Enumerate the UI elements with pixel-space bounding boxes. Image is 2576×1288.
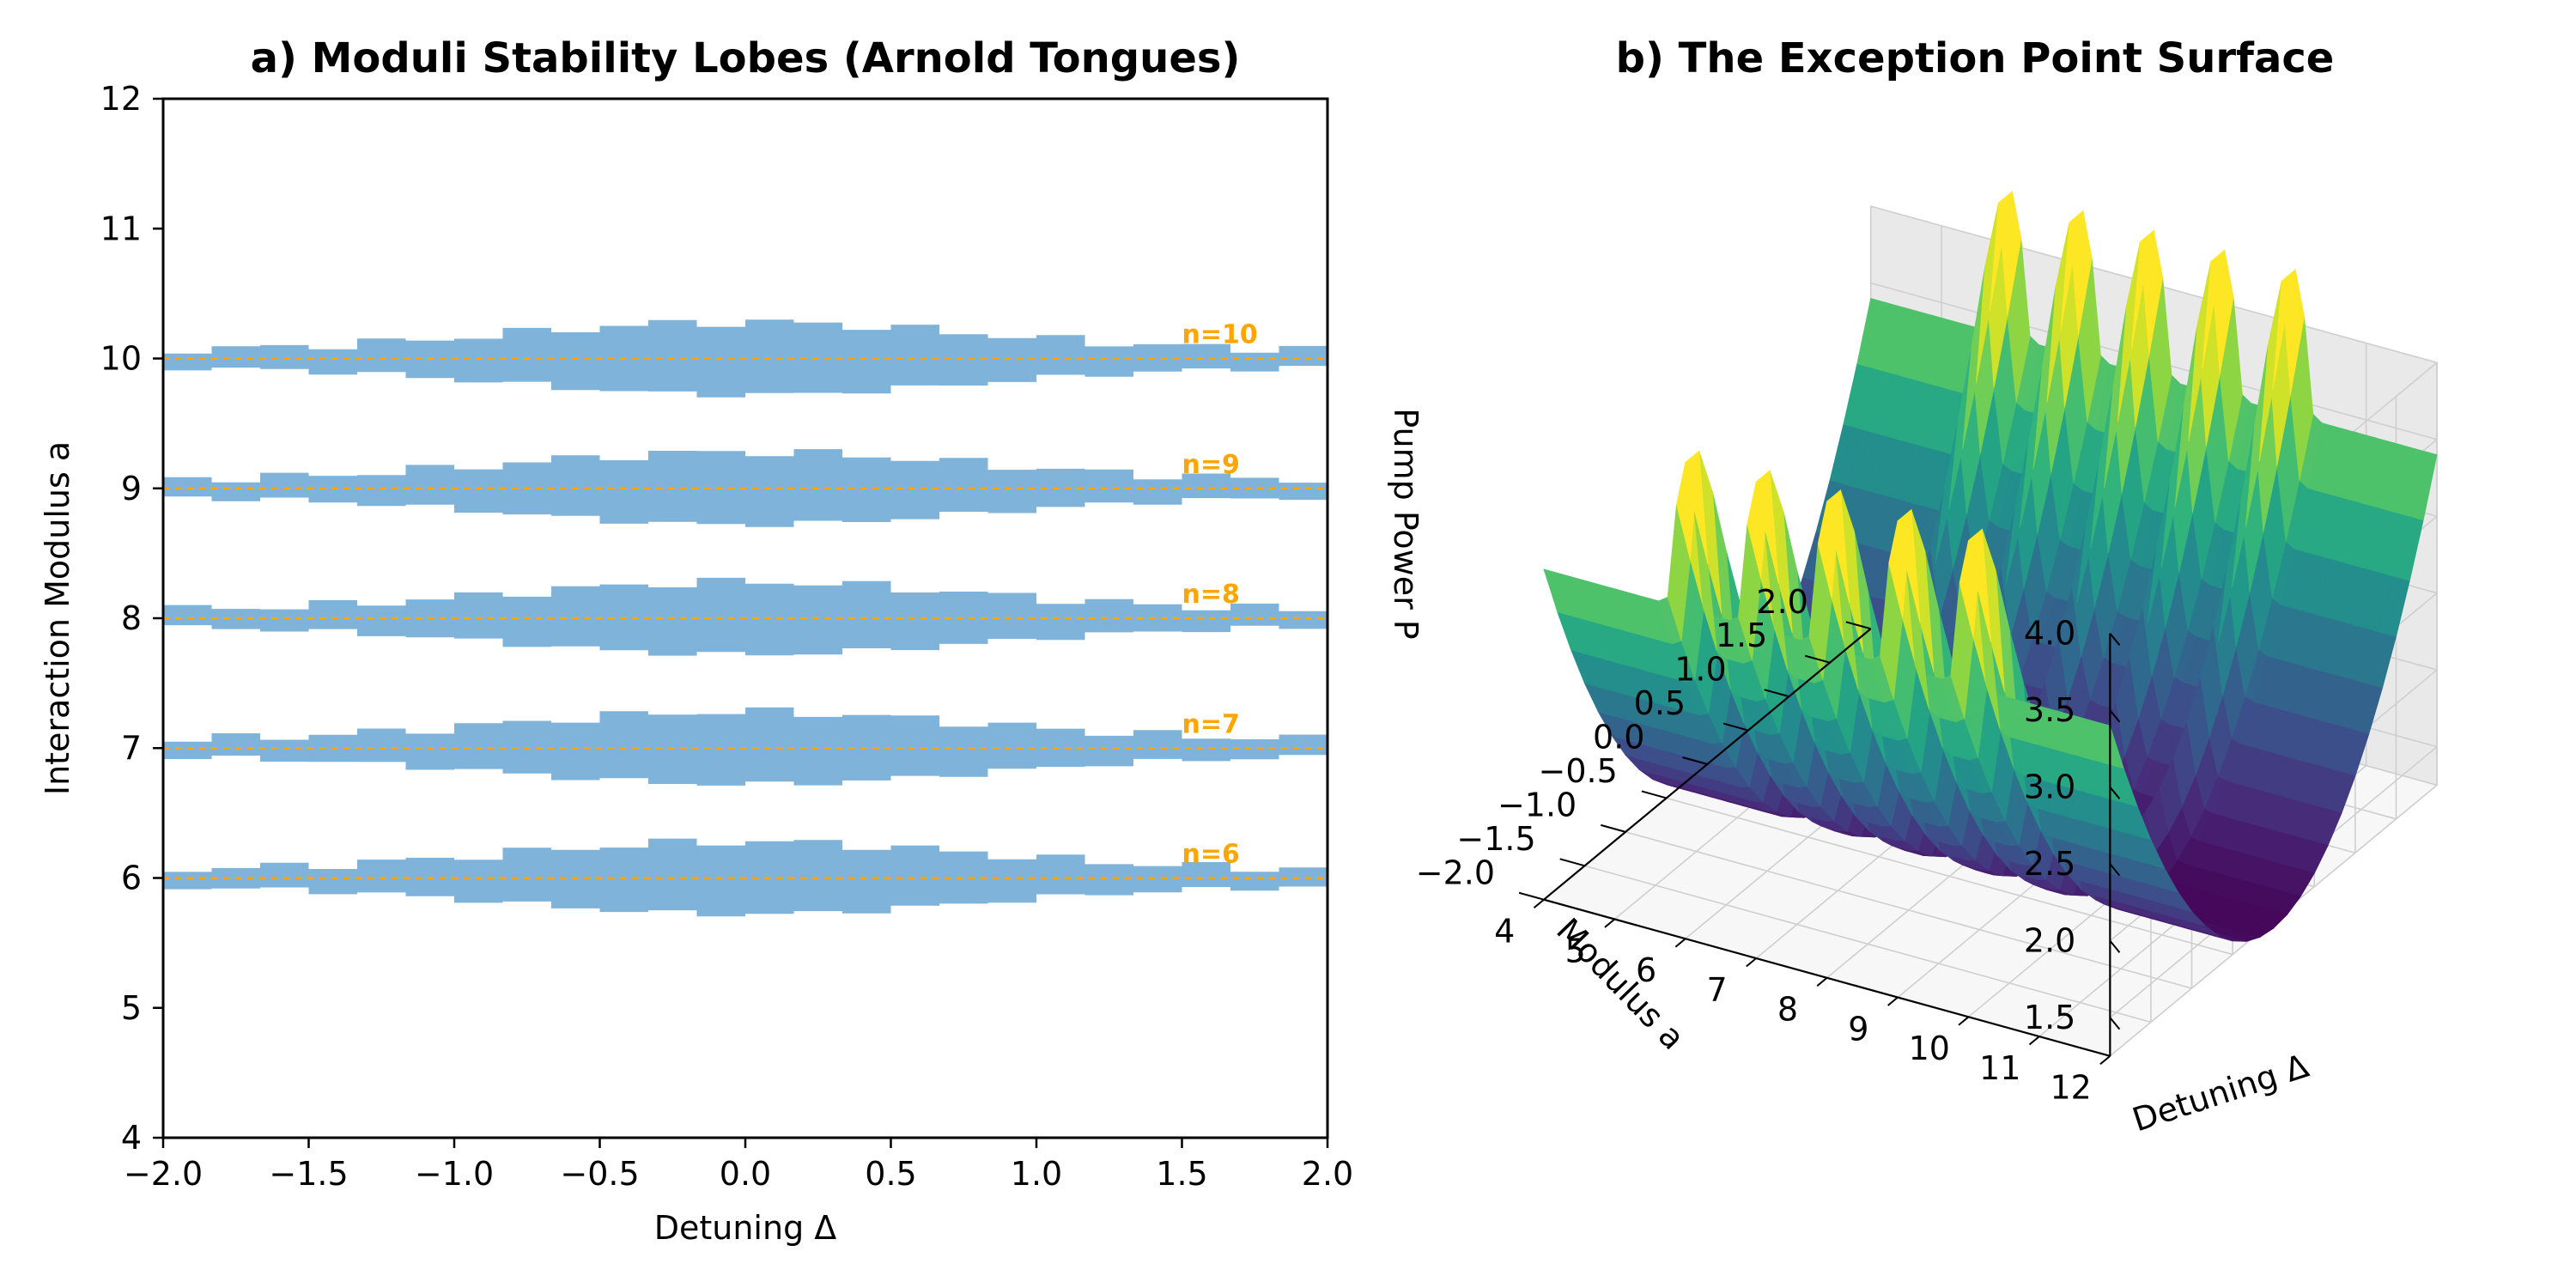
y-tick-label: 8: [121, 599, 142, 637]
surface-patch: [2069, 210, 2093, 336]
surface-patch: [2210, 249, 2234, 375]
y-tick-label: 6: [121, 860, 142, 897]
surface-patch: [1685, 450, 1709, 565]
panel-b-ticks: −2.0−1.5−1.0−0.50.00.51.01.52.0456789101…: [1416, 583, 2121, 1107]
panel-b-title: b) The Exception Point Surface: [1616, 34, 2335, 82]
y-tick-label: 9: [121, 470, 142, 507]
b-y-tick-label: 6: [1636, 951, 1656, 989]
y-tick-label: 7: [121, 729, 142, 767]
x-tick-label: −1.0: [415, 1155, 494, 1193]
b-y-tick-mark: [1674, 938, 1686, 948]
b-y-tick-mark: [2028, 1036, 2040, 1046]
b-x-tick-mark: [1682, 756, 1708, 765]
b-x-tick-label: 0.5: [1634, 684, 1686, 722]
b-z-tick-label: 1.5: [2024, 999, 2075, 1036]
b-y-tick-label: 7: [1706, 971, 1727, 1009]
panel-a-x-label: Detuning Δ: [654, 1209, 837, 1247]
b-x-tick-mark: [1518, 891, 1545, 901]
b-x-tick-label: 2.0: [1756, 583, 1807, 621]
b-y-tick-mark: [1746, 957, 1757, 968]
surface-patch: [1968, 528, 1992, 643]
b-x-tick-mark: [1559, 858, 1585, 867]
x-tick-label: 1.5: [1156, 1155, 1207, 1193]
surface-patch: [2414, 452, 2438, 521]
b-x-tick-mark: [1764, 689, 1789, 698]
surface-patch: [2140, 229, 2164, 355]
b-x-tick-label: −2.0: [1416, 854, 1495, 891]
panel-b-z-label: Pump Power P: [1387, 408, 1425, 639]
x-tick-label: 2.0: [1302, 1155, 1353, 1193]
b-y-tick-label: 10: [1909, 1030, 1950, 1067]
b-y-tick-mark: [1958, 1016, 1970, 1026]
x-tick-label: 0.5: [865, 1155, 916, 1193]
b-y-tick-mark: [1887, 996, 1899, 1006]
surface-patch: [1826, 489, 1850, 604]
exception-point-surface: [1543, 191, 2438, 942]
b-y-tick-mark: [1604, 918, 1616, 928]
b-x-tick-mark: [1845, 621, 1871, 630]
b-x-tick-label: 1.0: [1674, 651, 1726, 689]
b-z-tick-mark: [2109, 939, 2121, 953]
y-tick-label: 5: [121, 989, 142, 1027]
y-tick-label: 4: [121, 1119, 142, 1157]
b-x-tick-mark: [1601, 823, 1626, 833]
lobe-label-n6: n=6: [1182, 840, 1240, 870]
lobe-label-n10: n=10: [1182, 320, 1258, 350]
b-z-tick-mark: [2109, 1017, 2121, 1030]
b-y-tick-mark: [1533, 898, 1545, 908]
b-y-tick-label: 5: [1565, 932, 1586, 969]
b-x-tick-label: 1.5: [1716, 617, 1767, 654]
lobe-labels: n=6 n=7 n=8 n=9 n=10: [1182, 320, 1258, 870]
surface-patch: [1998, 191, 2022, 317]
b-y-tick-label: 9: [1848, 1010, 1868, 1048]
b-x-tick-mark: [1804, 654, 1831, 664]
b-x-tick-label: −0.5: [1539, 752, 1618, 790]
surface-patch: [2281, 269, 2305, 395]
b-z-tick-mark: [2109, 863, 2121, 877]
b-y-tick-label: 4: [1494, 913, 1515, 951]
x-tick-label: 1.0: [1011, 1155, 1062, 1193]
b-x-tick-mark: [1641, 790, 1667, 799]
lobe-n8: [163, 577, 1327, 656]
lobe-label-n7: n=7: [1182, 709, 1240, 739]
x-tick-label: 0.0: [720, 1155, 771, 1193]
lobe-n7: [163, 707, 1327, 786]
panel-a-y-label: Interaction Modulus a: [39, 441, 76, 795]
lobe-center-lines: [163, 357, 1327, 879]
y-tick-label: 11: [100, 210, 142, 247]
b-y-tick-label: 8: [1777, 991, 1798, 1029]
panel-b-x-label: Detuning Δ: [2128, 1047, 2313, 1139]
b-z-tick-mark: [2109, 709, 2121, 723]
b-z-tick-label: 2.0: [2024, 922, 2075, 960]
b-z-tick-label: 3.5: [2024, 691, 2075, 729]
b-y-tick-label: 11: [1979, 1049, 2020, 1087]
x-tick-label: −1.5: [269, 1155, 348, 1193]
b-x-tick-label: 0.0: [1593, 719, 1644, 756]
panel-a-y-ticks: 4 5 6 7 8 9 10 11 12: [100, 80, 163, 1157]
surface-patch: [1755, 470, 1779, 584]
b-z-tick-label: 4.0: [2024, 615, 2075, 653]
panel-a-chart: a) Moduli Stability Lobes (Arnold Tongue…: [39, 34, 1353, 1247]
panel-a-title: a) Moduli Stability Lobes (Arnold Tongue…: [251, 34, 1241, 82]
x-tick-label: −2.0: [124, 1155, 203, 1193]
x-tick-label: −0.5: [560, 1155, 639, 1193]
surface-patch: [1897, 508, 1921, 623]
panel-a-x-ticks: −2.0 −1.5 −1.0 −0.5 0.0 0.5 1.0 1.5 2.0: [124, 1138, 1353, 1193]
b-z-tick-label: 3.0: [2024, 769, 2075, 806]
lobe-label-n9: n=9: [1182, 450, 1240, 480]
y-tick-label: 10: [100, 340, 142, 378]
b-x-tick-label: −1.0: [1498, 786, 1577, 823]
b-z-tick-mark: [2109, 787, 2121, 799]
b-x-tick-mark: [1722, 722, 1749, 732]
b-z-tick-mark: [2109, 633, 2121, 646]
b-z-tick-label: 2.5: [2024, 845, 2075, 883]
b-y-tick-mark: [1816, 977, 1828, 987]
b-y-tick-label: 12: [2050, 1069, 2091, 1107]
b-y-tick-mark: [2099, 1055, 2111, 1066]
lobe-label-n8: n=8: [1182, 580, 1240, 610]
y-tick-label: 12: [100, 80, 142, 118]
panel-b-chart: b) The Exception Point Surface −2.0−1.5−…: [1387, 34, 2439, 1139]
b-x-tick-label: −1.5: [1456, 820, 1535, 858]
